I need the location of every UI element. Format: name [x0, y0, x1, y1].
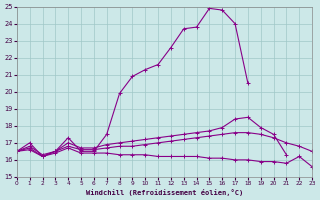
- X-axis label: Windchill (Refroidissement éolien,°C): Windchill (Refroidissement éolien,°C): [86, 189, 243, 196]
